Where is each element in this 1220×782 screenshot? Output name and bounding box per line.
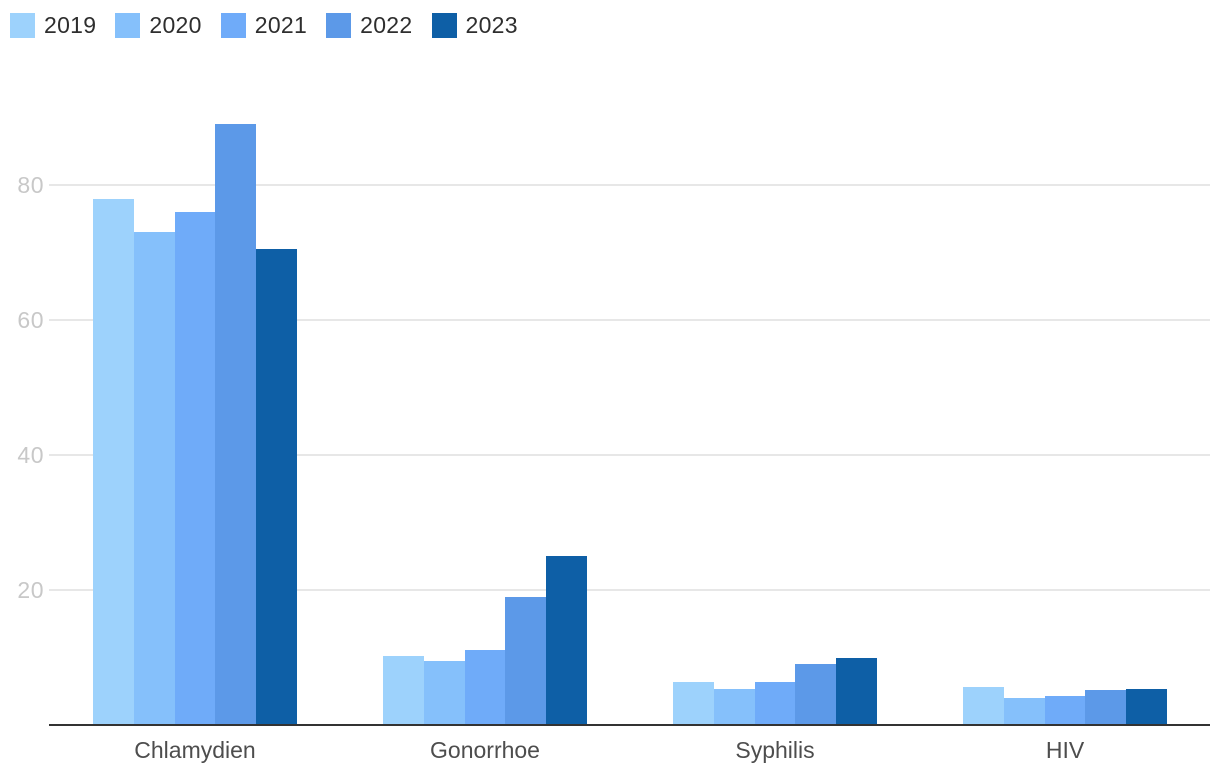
bar-HIV-2022 [1085,689,1127,725]
bar-Chlamydien-2022 [215,124,257,725]
legend: 2019 2020 2021 2022 2023 [10,13,518,38]
category-label-Chlamydien: Chlamydien [134,737,256,763]
bar-HIV-2020 [1003,698,1045,725]
category-label-Gonorrhoe: Gonorrhoe [430,737,540,763]
legend-item-2023: 2023 [431,12,518,38]
bar-Gonorrhoe-2019 [383,656,424,725]
legend-item-label: 2020 [149,12,202,38]
y-axis-tick-label: 60 [17,307,44,333]
bar-Syphilis-2023 [836,658,877,725]
gridline [49,589,1210,591]
bar-Gonorrhoe-2020 [423,660,465,725]
bar-Syphilis-2022 [795,664,837,725]
legend-item-label: 2022 [360,12,413,38]
gridline [49,184,1210,186]
legend-swatch-icon [10,13,35,38]
bar-HIV-2023 [1126,688,1167,725]
gridline [49,454,1210,456]
bar-Chlamydien-2021 [174,212,216,725]
bar-HIV-2019 [963,687,1004,725]
category-label-HIV: HIV [1045,737,1085,763]
legend-swatch-icon [220,13,246,38]
legend-item-label: 2023 [465,12,518,38]
bar-Gonorrhoe-2021 [464,650,506,725]
category-label-Syphilis: Syphilis [735,737,815,763]
legend-swatch-icon [115,13,141,38]
bar-Gonorrhoe-2023 [546,556,587,725]
gridline [49,319,1210,321]
legend-swatch-icon [326,13,352,38]
bar-HIV-2021 [1044,695,1086,725]
legend-item-label: 2021 [254,12,308,38]
legend-item-2019: 2019 [10,13,96,38]
y-axis-tick-label: 40 [17,442,44,468]
legend-item-2022: 2022 [326,13,412,38]
bar-Chlamydien-2020 [133,232,175,725]
legend-item-label: 2019 [44,12,97,38]
bar-Syphilis-2021 [754,682,796,725]
bar-Syphilis-2020 [713,689,755,725]
bar-Syphilis-2019 [673,681,714,725]
legend-item-2021: 2021 [220,12,308,38]
legend-item-2020: 2020 [115,13,201,38]
legend-swatch-icon [431,13,457,38]
y-axis-tick-label: 80 [17,172,44,198]
x-axis-line [49,723,1210,727]
y-axis-tick-label: 20 [17,577,44,603]
bar-Chlamydien-2023 [256,249,297,725]
bar-Gonorrhoe-2022 [505,596,547,725]
bar-Chlamydien-2019 [93,198,134,725]
